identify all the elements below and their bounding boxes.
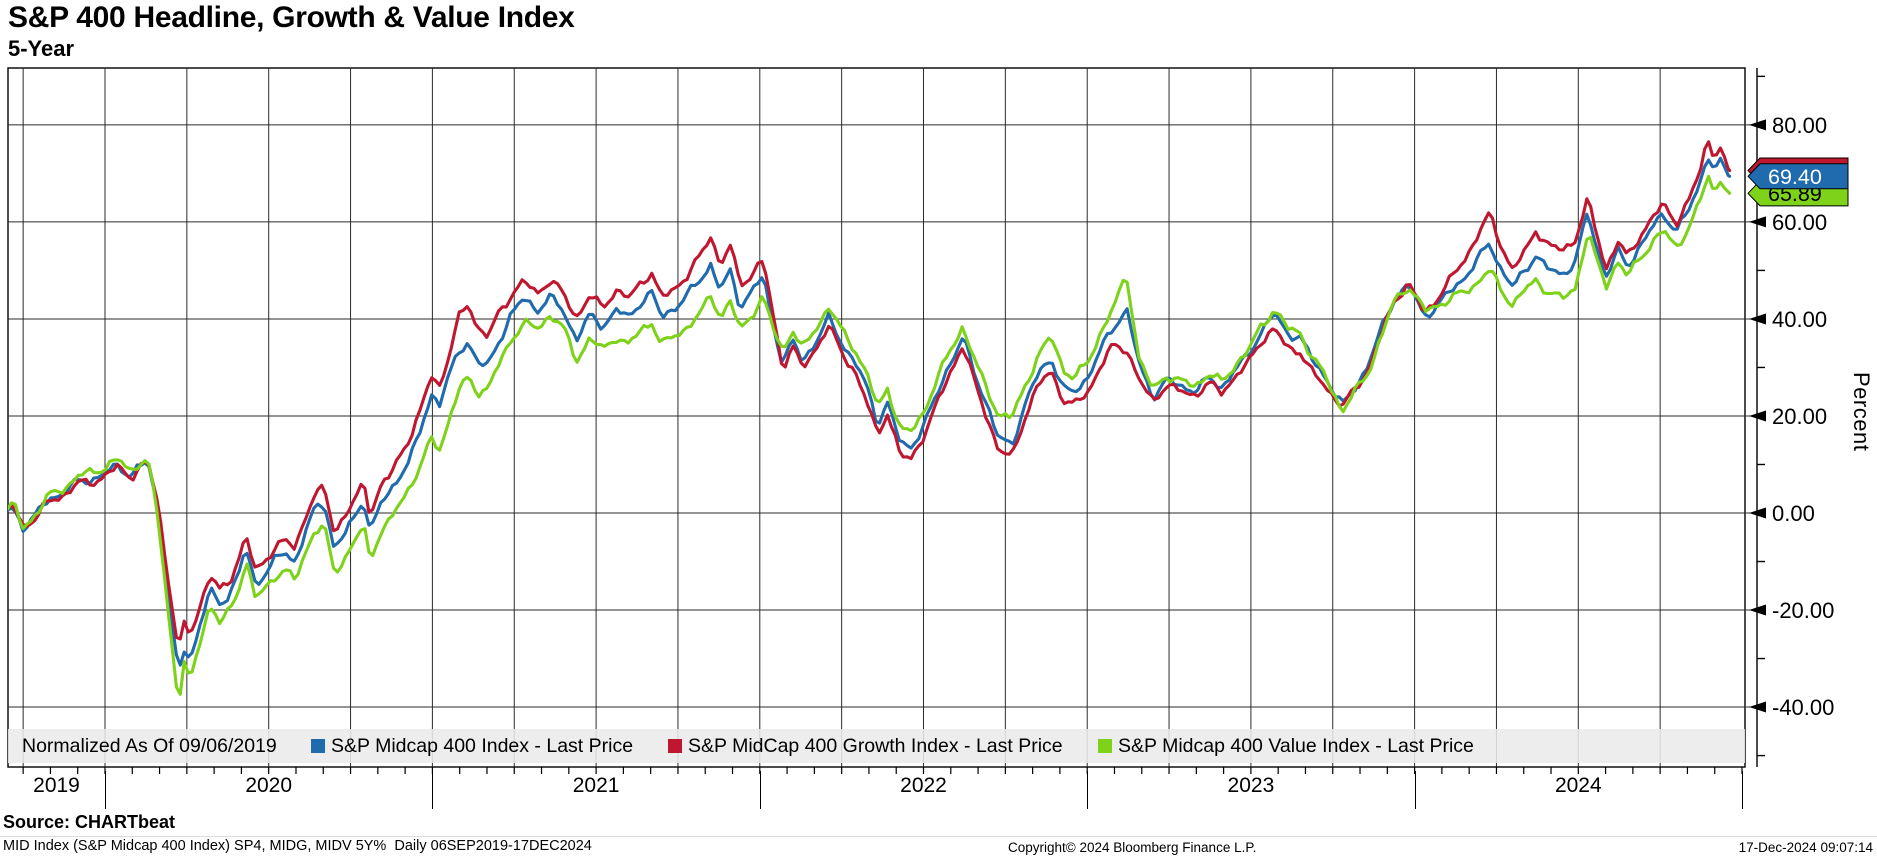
series-lines xyxy=(8,140,1732,696)
legend-item-midcap-index: S&P Midcap 400 Index - Last Price xyxy=(311,729,633,763)
series-line-1 xyxy=(8,140,1732,641)
year-separator xyxy=(1414,771,1416,809)
legend-item-label: S&P MidCap 400 Growth Index - Last Price xyxy=(688,735,1063,757)
svg-text:60.00: 60.00 xyxy=(1772,210,1827,235)
chart-legend: Normalized As Of 09/06/2019 S&P Midcap 4… xyxy=(8,729,1745,763)
normalized-label: Normalized As Of 09/06/2019 xyxy=(22,735,277,757)
source-label: Source: CHARTbeat xyxy=(3,812,176,832)
year-separator xyxy=(759,771,761,809)
year-separator xyxy=(1742,771,1743,809)
midcap-index-swatch xyxy=(311,739,325,753)
chart-period-subtitle: 5-Year xyxy=(8,36,75,61)
growth-index-swatch xyxy=(668,739,682,753)
year-separator xyxy=(1087,771,1089,809)
last-price-flag-0 xyxy=(1747,163,1849,190)
x-axis-year-2024: 2024 xyxy=(1554,774,1602,797)
svg-text:-40.00: -40.00 xyxy=(1772,695,1834,720)
legend-item-label: S&P Midcap 400 Value Index - Last Price xyxy=(1118,735,1474,757)
series-line-2 xyxy=(8,174,1732,696)
timestamp: 17-Dec-2024 09:07:14 xyxy=(1738,840,1873,855)
svg-text:80.00: 80.00 xyxy=(1772,113,1827,138)
x-axis-year-2023: 2023 xyxy=(1227,774,1275,797)
svg-text:40.00: 40.00 xyxy=(1772,307,1827,332)
x-axis-year-2021: 2021 xyxy=(572,774,620,797)
last-price-value: 69.40 xyxy=(1768,165,1822,189)
x-axis-year-2022: 2022 xyxy=(900,774,947,797)
copyright-notice: Copyright© 2024 Bloomberg Finance L.P. xyxy=(1008,840,1257,855)
y-axis-title: Percent xyxy=(1849,372,1874,452)
legend-item-value-index: S&P Midcap 400 Value Index - Last Price xyxy=(1098,729,1474,763)
legend-item-label: S&P Midcap 400 Index - Last Price xyxy=(331,735,634,757)
x-axis-year-2020: 2020 xyxy=(245,774,293,797)
year-separator xyxy=(105,771,106,809)
footer-divider xyxy=(0,836,1877,837)
series-line-0 xyxy=(8,156,1732,667)
svg-text:0.00: 0.00 xyxy=(1772,501,1815,526)
securities-description: MID Index (S&P Midcap 400 Index) SP4, MI… xyxy=(3,838,592,854)
page-title: S&P 400 Headline, Growth & Value Index xyxy=(8,1,575,34)
svg-text:20.00: 20.00 xyxy=(1772,404,1827,429)
value-index-swatch xyxy=(1098,739,1112,753)
svg-text:-20.00: -20.00 xyxy=(1772,598,1834,623)
legend-item-growth-index: S&P MidCap 400 Growth Index - Last Price xyxy=(668,729,1063,763)
legend-normalized-note: Normalized As Of 09/06/2019 xyxy=(22,729,277,763)
x-axis-year-2019: 2019 xyxy=(33,774,80,797)
year-separator xyxy=(432,771,434,809)
